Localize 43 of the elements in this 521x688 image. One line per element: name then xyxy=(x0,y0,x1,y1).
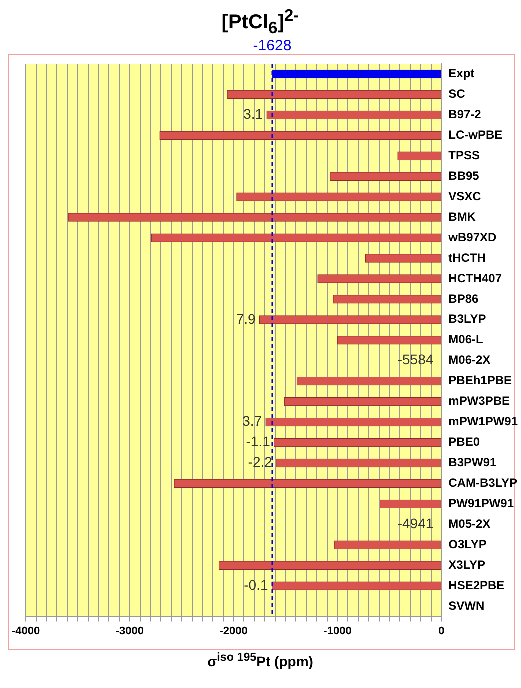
y-tick-label: LC-wPBE xyxy=(448,128,503,142)
x-tick-label: 0 xyxy=(438,625,445,638)
y-tick-label: HCTH407 xyxy=(448,271,502,286)
x-tick-label: -4000 xyxy=(12,625,40,638)
y-tick-label: X3LYP xyxy=(448,558,486,572)
y-tick-label: CAM-B3LYP xyxy=(448,476,518,490)
y-tick-label: PW91PW91 xyxy=(448,496,514,511)
y-tick-label: TPSS xyxy=(448,148,480,162)
y-tick-label: VSXC xyxy=(448,189,482,204)
y-tick-label: BMK xyxy=(448,210,476,224)
y-tick-label: B3LYP xyxy=(448,312,486,326)
annotation: -2.2 xyxy=(248,454,273,470)
annotation: -0.1 xyxy=(244,576,268,593)
y-tick-label: PBEh1PBE xyxy=(448,374,512,388)
y-tick-label: O3LYP xyxy=(448,537,487,552)
y-tick-label: BP86 xyxy=(448,292,479,306)
y-tick-label: M06-L xyxy=(448,332,484,347)
annotation: 7.9 xyxy=(236,310,256,327)
annotation: -1.1 xyxy=(246,434,271,450)
y-tick-label: BB95 xyxy=(448,168,480,183)
ref-line-label: -1628 xyxy=(253,38,292,55)
x-tick-label: -3000 xyxy=(116,625,144,638)
x-axis-title: σ$^{iso 195}$Pt (ppm) xyxy=(206,651,314,670)
y-tick-label: B3PW91 xyxy=(448,456,497,470)
y-tick-label: PBE0 xyxy=(448,435,480,450)
x-tick-label: -2000 xyxy=(220,625,248,638)
x-tick-label: -1000 xyxy=(324,625,352,638)
y-tick-label: Expt xyxy=(448,66,475,81)
y-tick-label: M05-2X xyxy=(448,516,491,531)
annotation: 3.1 xyxy=(244,106,264,122)
text: -4941 xyxy=(398,516,434,532)
y-tick-label: SC xyxy=(448,87,466,102)
y-tick-label: SVWN xyxy=(448,598,485,613)
y-tick-label: tHCTH xyxy=(448,250,486,265)
chart-title: [PtCl$_{6}$]$^{2-}$ xyxy=(220,6,300,38)
y-tick-label: M06-2X xyxy=(448,353,491,368)
annotation: 3.7 xyxy=(242,413,262,430)
y-tick-label: B97-2 xyxy=(448,108,482,122)
y-tick-label: mPW1PW91 xyxy=(448,414,518,429)
y-tick-label: wB97XD xyxy=(448,230,497,244)
y-tick-label: HSE2PBE xyxy=(448,578,505,592)
y-tick-label: mPW3PBE xyxy=(448,394,510,408)
text: -5584 xyxy=(398,352,434,368)
